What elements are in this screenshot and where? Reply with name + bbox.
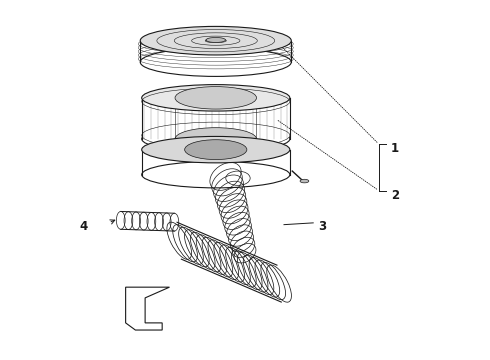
- Ellipse shape: [205, 39, 226, 43]
- Ellipse shape: [142, 85, 290, 111]
- Ellipse shape: [142, 161, 290, 188]
- Text: 3: 3: [318, 220, 326, 233]
- Ellipse shape: [185, 140, 247, 159]
- Ellipse shape: [174, 33, 257, 49]
- Ellipse shape: [175, 87, 256, 109]
- Ellipse shape: [142, 126, 290, 152]
- Polygon shape: [125, 287, 170, 330]
- Ellipse shape: [140, 48, 291, 76]
- Ellipse shape: [192, 36, 240, 45]
- Ellipse shape: [142, 136, 290, 163]
- Text: 2: 2: [391, 189, 399, 202]
- Ellipse shape: [175, 128, 256, 150]
- Ellipse shape: [142, 122, 290, 149]
- Ellipse shape: [226, 171, 250, 185]
- Ellipse shape: [140, 26, 291, 55]
- Ellipse shape: [300, 179, 309, 183]
- Ellipse shape: [206, 37, 225, 42]
- Text: 1: 1: [391, 142, 399, 155]
- Text: 4: 4: [79, 220, 88, 233]
- Ellipse shape: [157, 30, 275, 52]
